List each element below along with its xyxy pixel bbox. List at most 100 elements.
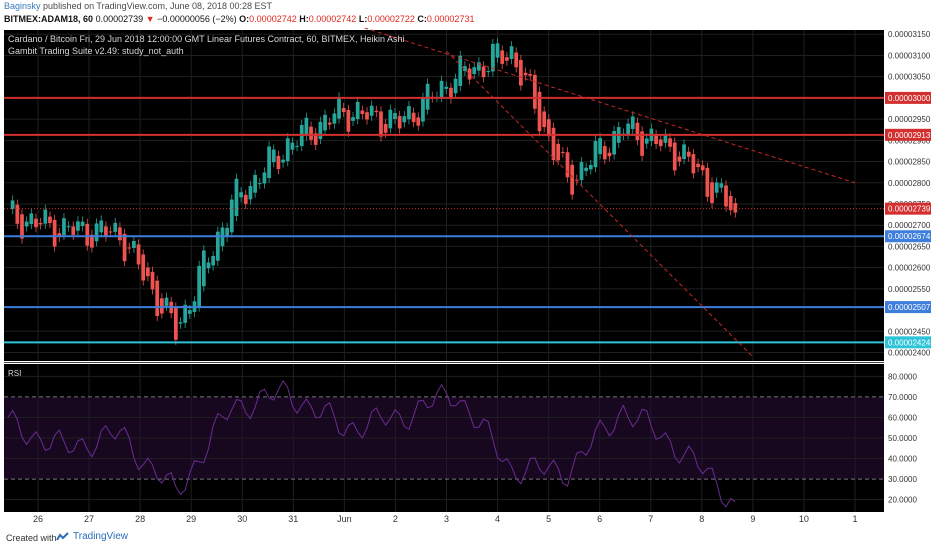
trendline xyxy=(446,50,754,358)
candle xyxy=(150,271,155,290)
candle xyxy=(66,226,71,228)
high-label: H: xyxy=(299,14,309,24)
candle xyxy=(276,155,281,170)
candle xyxy=(477,62,481,71)
candle xyxy=(201,250,206,287)
symbol-name[interactable]: BITMEX:ADAM18, xyxy=(4,14,81,24)
price-tick-label: 0.00002650 xyxy=(888,242,931,251)
candle xyxy=(197,265,202,307)
tradingview-brand[interactable]: TradingView xyxy=(56,531,128,542)
price-tick-label: 0.00002800 xyxy=(888,179,931,188)
rsi-tick-label: 80.0000 xyxy=(888,372,917,381)
candle xyxy=(514,52,519,68)
candle xyxy=(178,322,183,324)
rsi-line xyxy=(7,379,736,508)
rsi-tick-label: 40.0000 xyxy=(888,455,917,464)
candle xyxy=(574,179,579,181)
candle xyxy=(183,304,188,323)
time-axis-bg xyxy=(0,512,884,527)
candle xyxy=(104,226,108,237)
candle xyxy=(467,68,472,80)
candle xyxy=(71,226,76,235)
candle xyxy=(136,244,141,265)
candle xyxy=(253,174,257,193)
price-tick-label: 0.00002700 xyxy=(888,221,931,230)
low-label: L: xyxy=(358,14,368,24)
candle xyxy=(598,138,602,155)
chart-title: Cardano / Bitcoin Fri, 29 Jun 2018 12:00… xyxy=(8,34,405,44)
candle xyxy=(48,216,52,224)
rsi-tick-label: 30.0000 xyxy=(888,475,917,484)
candle xyxy=(146,267,150,277)
candle xyxy=(710,182,714,204)
candle xyxy=(215,231,220,261)
candle xyxy=(528,74,533,76)
chart-header: Baginsky published on TradingView.com, J… xyxy=(0,0,932,28)
x-tick-label: 26 xyxy=(33,514,43,524)
candle xyxy=(626,123,630,135)
candle xyxy=(43,209,48,224)
price-tag-label: 0.00003000 xyxy=(888,94,931,103)
candle xyxy=(607,152,612,157)
chart-canvas[interactable]: 26 27 28 29 30 31 Jun 2 3 4 5 6 7 8 9 10 1 0.00003150 0.00… xyxy=(0,28,932,527)
candle xyxy=(355,101,360,120)
price-tag-label: 0.00002507 xyxy=(888,303,931,312)
x-tick-label: 27 xyxy=(84,514,94,524)
candle xyxy=(29,213,34,224)
candle xyxy=(724,185,728,207)
published-text: published on TradingView.com, June 08, 2… xyxy=(43,1,273,11)
x-tick-label: 3 xyxy=(444,514,449,524)
price-tick-label: 0.00002600 xyxy=(888,264,931,273)
candle xyxy=(444,86,449,89)
last-price: 0.00002739 xyxy=(95,14,144,24)
candle xyxy=(407,106,411,120)
close-value: 0.00002731 xyxy=(426,14,475,24)
candle xyxy=(700,165,705,171)
candle xyxy=(52,219,57,247)
candle xyxy=(132,240,136,248)
x-tick-label: 6 xyxy=(597,514,602,524)
candle xyxy=(602,146,607,160)
candle xyxy=(463,66,467,71)
rsi-tick-label: 50.0000 xyxy=(888,434,917,443)
candle xyxy=(346,110,351,132)
candle xyxy=(523,72,528,76)
candle xyxy=(313,133,318,145)
candle xyxy=(449,87,453,99)
candle xyxy=(551,127,556,161)
candle xyxy=(99,220,104,233)
price-tick-label: 0.00003100 xyxy=(888,51,931,60)
candle xyxy=(486,71,491,73)
candle xyxy=(304,117,309,136)
candle xyxy=(155,280,160,317)
candle xyxy=(439,80,444,98)
candle xyxy=(388,109,393,129)
x-tick-label: 9 xyxy=(750,514,755,524)
candle xyxy=(113,222,118,232)
candle xyxy=(57,233,62,238)
candle xyxy=(672,142,677,171)
rsi-tick-label: 70.0000 xyxy=(888,393,917,402)
candle xyxy=(411,112,416,123)
candle xyxy=(588,164,593,170)
x-tick-label: 4 xyxy=(495,514,500,524)
candle xyxy=(20,214,24,239)
candle xyxy=(369,105,374,116)
price-tick-label: 0.00002450 xyxy=(888,327,931,336)
created-with-text: Created with xyxy=(6,533,57,543)
price-tick-label: 0.00002950 xyxy=(888,115,931,124)
candle xyxy=(118,227,122,241)
candle xyxy=(509,46,514,59)
candle xyxy=(271,149,276,163)
candle xyxy=(705,167,710,197)
candle xyxy=(318,121,323,140)
candle xyxy=(365,112,369,120)
author-link[interactable]: Baginsky xyxy=(4,1,41,11)
candle xyxy=(34,218,38,228)
candle xyxy=(635,122,640,141)
candle xyxy=(491,43,495,72)
price-tag-label: 0.00002424 xyxy=(888,338,931,347)
price-tag-label: 0.00002913 xyxy=(888,131,931,140)
candle xyxy=(164,297,169,306)
candle xyxy=(38,222,43,225)
